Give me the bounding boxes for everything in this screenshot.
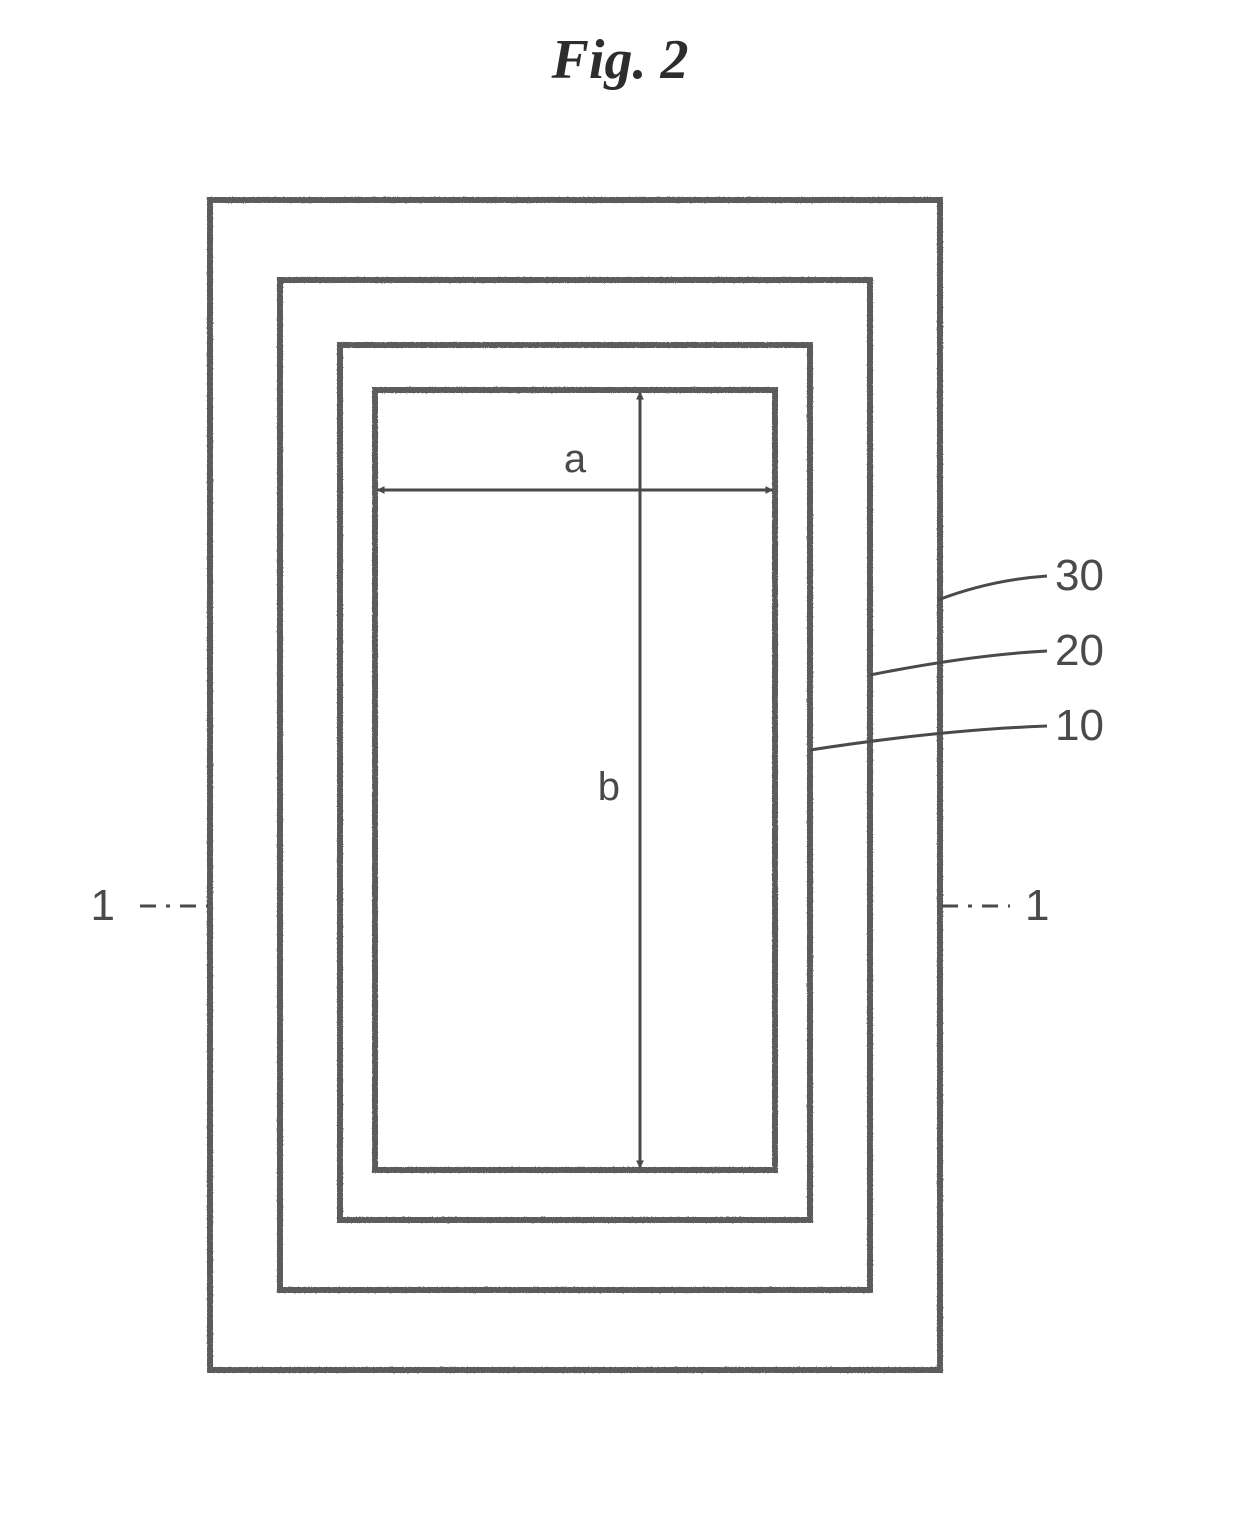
callout-30-leader [938, 576, 1047, 600]
section-left-label: 1 [91, 881, 115, 930]
callout-10-label: 10 [1055, 701, 1104, 750]
dimension-b-label: b [598, 765, 620, 809]
dimension-a-label: a [564, 437, 587, 481]
callout-10-leader [810, 726, 1047, 750]
rect-core [375, 390, 775, 1170]
callout-30-label: 30 [1055, 551, 1104, 600]
rect-middle-20 [280, 280, 870, 1290]
figure-title: Fig. 2 [551, 29, 689, 91]
callout-20-label: 20 [1055, 626, 1104, 675]
section-right-label: 1 [1025, 881, 1049, 930]
callout-20-leader [870, 651, 1047, 675]
rect-outer-30 [210, 200, 940, 1370]
